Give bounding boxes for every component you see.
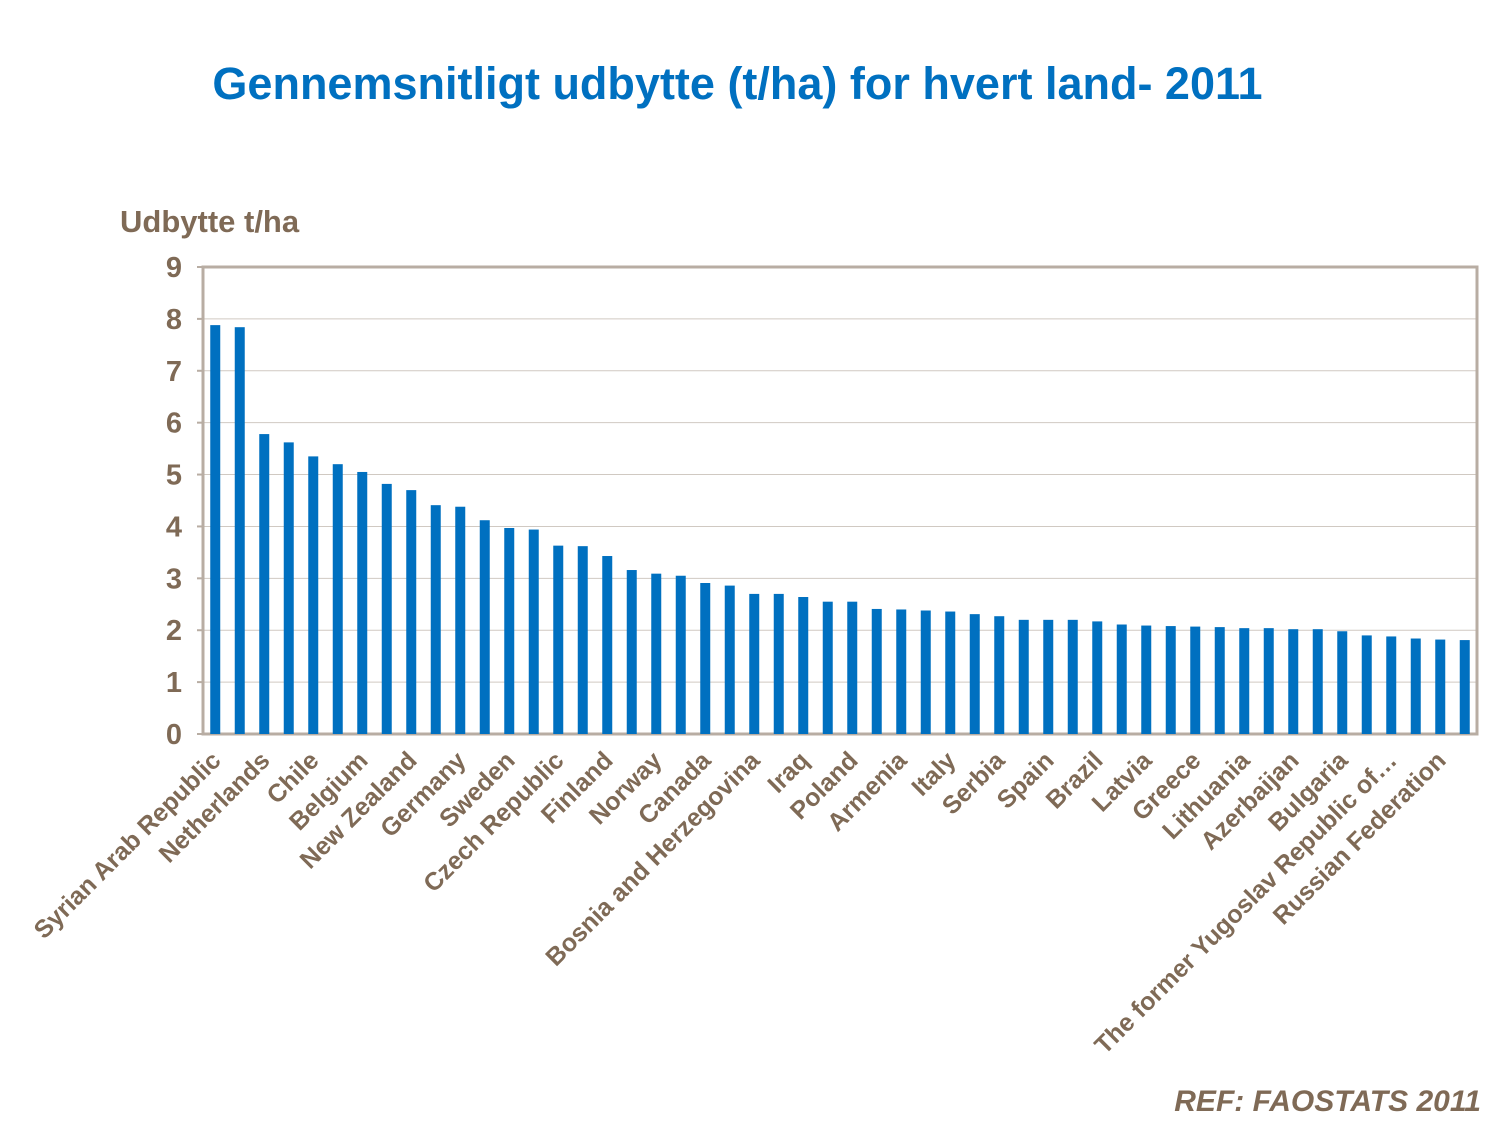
bar <box>700 583 711 734</box>
bar <box>1459 640 1470 734</box>
bar <box>626 570 637 734</box>
bar <box>1190 626 1201 734</box>
bar <box>871 608 882 734</box>
y-tick-label: 2 <box>166 615 182 647</box>
bar <box>1067 619 1078 734</box>
bar <box>332 464 343 734</box>
bar <box>1239 628 1250 734</box>
bar <box>259 434 270 734</box>
bars <box>210 325 1470 734</box>
plot-area-border <box>201 265 1479 736</box>
bar <box>1435 639 1446 734</box>
bar <box>1361 635 1372 734</box>
y-tick-label: 6 <box>166 408 182 440</box>
bar <box>1263 628 1274 734</box>
bar <box>1214 627 1225 734</box>
y-tick-label: 0 <box>166 719 182 751</box>
y-tick-label: 7 <box>166 356 182 388</box>
bar <box>504 528 515 734</box>
bar <box>430 505 441 734</box>
y-axis-title: Udbytte t/ha <box>120 204 300 239</box>
bar <box>1092 621 1103 734</box>
bar <box>528 529 539 734</box>
bar <box>1386 636 1397 734</box>
chart-title: Gennemsnitligt udbytte (t/ha) for hvert … <box>212 58 1263 109</box>
y-tick-label: 9 <box>166 252 182 284</box>
bar <box>553 545 564 734</box>
bar <box>406 490 417 734</box>
bar <box>1337 631 1348 734</box>
gridlines <box>203 318 1477 683</box>
bar <box>749 593 760 734</box>
bar <box>773 593 784 734</box>
bar <box>357 471 368 734</box>
bar <box>675 575 686 734</box>
bar <box>969 614 980 734</box>
bar <box>602 556 613 734</box>
bar <box>994 616 1005 734</box>
bar <box>455 506 466 734</box>
bar <box>920 610 931 734</box>
y-tick-label: 3 <box>166 563 182 595</box>
bar <box>798 597 809 734</box>
bar <box>1165 626 1176 734</box>
bar <box>945 611 956 734</box>
bar <box>1043 619 1054 734</box>
bar <box>1312 629 1323 734</box>
y-axis-ticks: 0 1 2 3 4 5 6 7 8 9 <box>166 252 203 751</box>
bar <box>283 442 294 734</box>
bar <box>896 609 907 734</box>
bar <box>479 520 490 734</box>
bar <box>847 601 858 734</box>
x-category-label: Syrian Arab Republic <box>29 746 227 944</box>
x-axis-labels: Syrian Arab RepublicNetherlandsChileBelg… <box>29 746 1452 1060</box>
bar <box>724 585 735 734</box>
source-reference: REF: FAOSTATS 2011 <box>1174 1085 1481 1118</box>
y-tick-label: 4 <box>166 511 182 543</box>
bar <box>1116 624 1127 734</box>
bar <box>308 456 319 734</box>
y-tick-label: 5 <box>166 460 182 492</box>
y-tick-label: 8 <box>166 304 182 336</box>
y-tick-label: 1 <box>166 667 182 699</box>
bar <box>1410 638 1421 734</box>
bar <box>234 327 245 734</box>
bar <box>651 573 662 734</box>
bar <box>577 546 588 734</box>
bar <box>1141 625 1152 734</box>
bar <box>822 601 833 734</box>
bar <box>1018 619 1029 734</box>
bar <box>381 483 392 734</box>
bar <box>1288 629 1299 734</box>
bar <box>210 325 221 734</box>
